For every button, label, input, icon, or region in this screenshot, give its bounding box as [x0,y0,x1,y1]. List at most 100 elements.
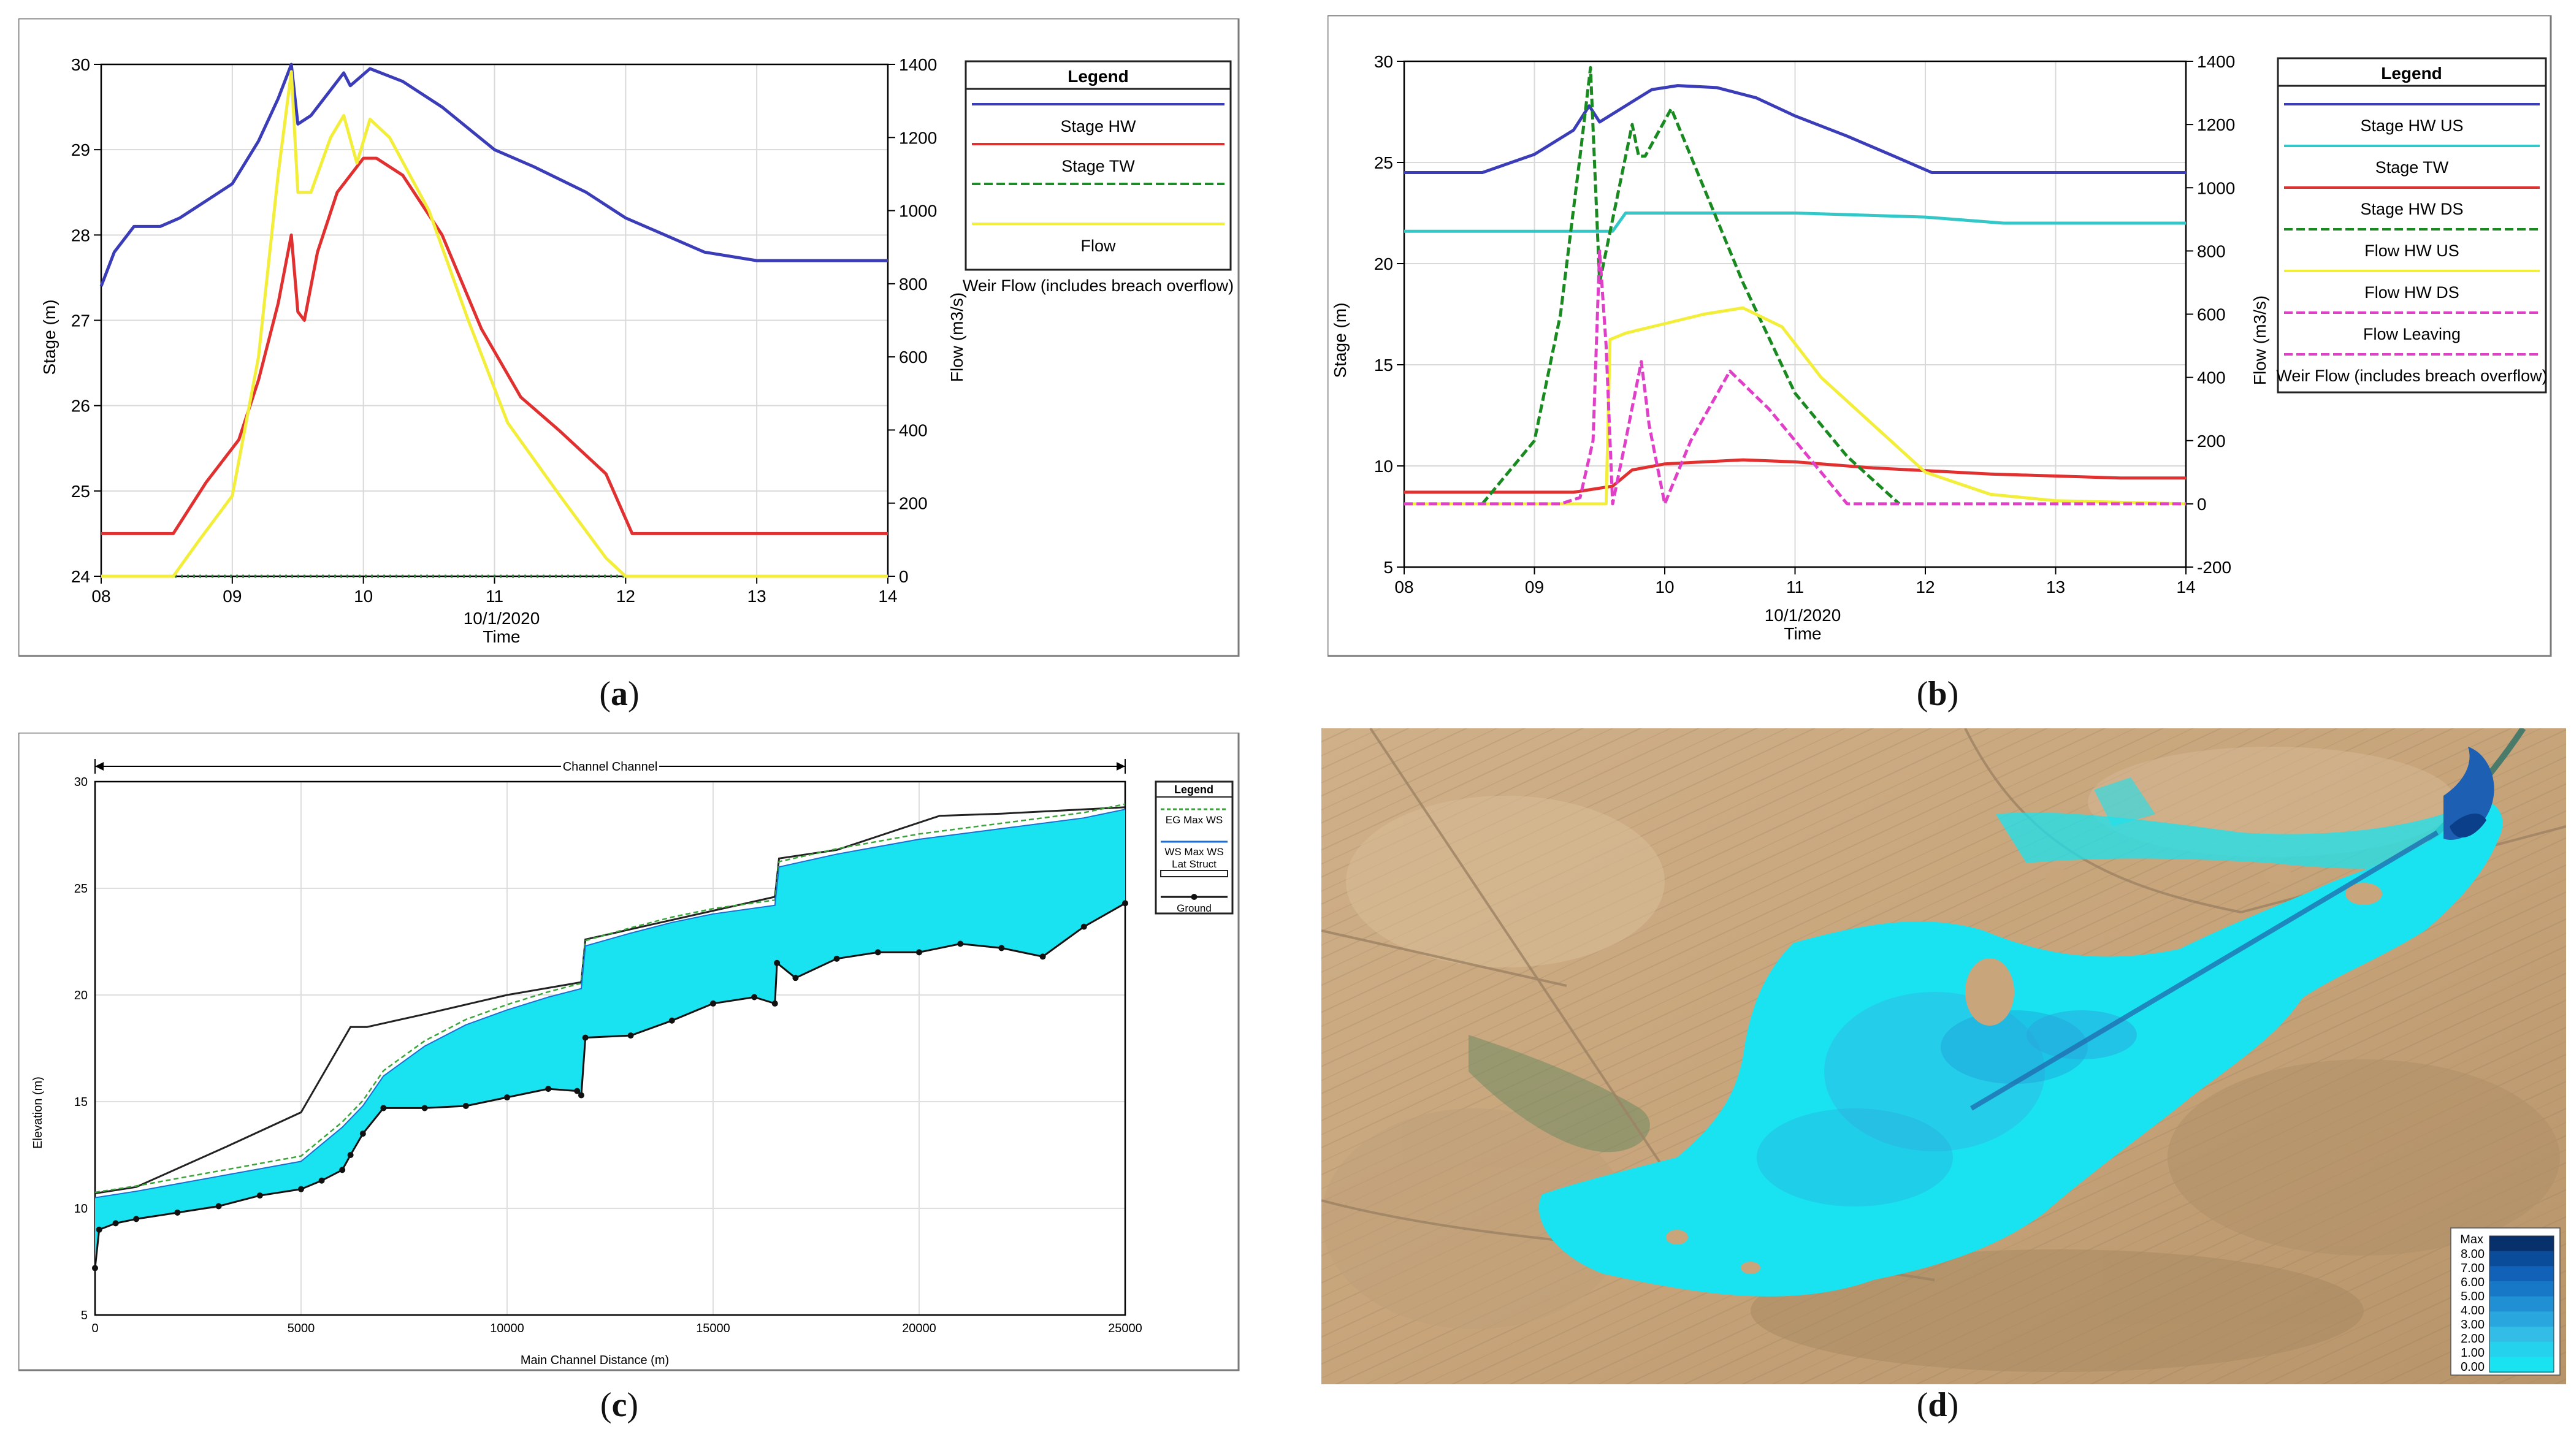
ground-point [92,1265,98,1271]
ground-point [792,975,799,981]
y-tick-label: 25 [1374,153,1393,172]
ground-point [771,1000,778,1007]
lat-struct-line [94,806,1126,1195]
x-tick-label: 11 [486,587,503,606]
ground-point [578,1092,584,1099]
ground-point [215,1203,222,1210]
legend-swatch [2489,1281,2554,1297]
y2-tick-label: 1000 [899,202,937,221]
range-arrow-head [1117,762,1125,771]
legend-label: Stage HW [1060,117,1136,135]
legend-swatch [1191,894,1198,900]
y-tick-label: 5 [1383,558,1393,577]
ground-point [133,1216,140,1222]
legend-swatch [1160,870,1228,877]
chart-c-ylabel: Elevation (m) [31,1077,45,1149]
series-line-flow-hw-us [1481,66,1901,505]
ground-point [916,949,922,956]
series-line-stage-hw-ds [1404,458,2186,494]
x-tick-label: 11 [1786,577,1804,597]
chart-b-y2label: Flow (m3/s) [2250,295,2269,385]
y2-tick-label: 1000 [2197,178,2235,197]
y-tick-label: 30 [74,776,88,789]
chart-b-legend: Legend Stage HW US Stage TW Stage HW DS Flo… [2276,57,2548,394]
legend-title: Legend [1068,67,1129,86]
y-tick-label: 24 [71,567,90,586]
y2-tick-label: 1400 [899,55,937,74]
y2-tick-label: 800 [899,275,928,294]
ground-point [751,994,758,1001]
y-tick-label: 28 [71,226,90,245]
ground-point [1122,900,1128,907]
ground-point [582,1034,589,1041]
flood-islands [1666,867,2382,1274]
legend-label: Ground [1177,902,1212,914]
x-tick-label: 14 [878,587,897,606]
legend-title: Legend [1174,783,1213,796]
y2-tick-label: 1400 [2197,52,2235,71]
plot-frame [1403,60,2187,568]
y2-tick-label: 600 [899,348,928,367]
y-tick-label: 25 [71,482,90,501]
ground-point [833,955,840,962]
series-line-flow-hw-ds [1404,306,2187,506]
chart-a-legend: Legend Stage HW Stage TW Flow Weir Flow (in… [963,60,1234,295]
legend-label: Lat Struct [1172,858,1217,870]
ground-point [1080,923,1087,930]
chart-a-ylabel: Stage (m) [40,300,59,375]
y-tick-label: 15 [74,1096,88,1109]
y2-tick-label: -200 [2197,558,2231,577]
x-tick-label: 10 [1655,577,1674,597]
chart-b-xlabel: Time [1784,624,1821,643]
legend-label: WS Max WS [1164,846,1223,858]
legend-label: 7.00 [2461,1262,2485,1275]
series-line-stage-hw [99,63,888,287]
ground-point [318,1177,325,1184]
y2-tick-label: 400 [2197,368,2226,387]
ground-point [174,1209,181,1216]
legend-label: Stage TW [1061,157,1135,175]
ground-point [1039,953,1046,960]
ground-point [421,1105,428,1111]
legend-label: 3.00 [2461,1318,2485,1332]
legend-swatch [2489,1251,2554,1267]
terrain-features [1321,747,2560,1372]
legend-swatch [2489,1327,2554,1343]
range-label: Channel Channel [563,760,658,774]
range-label-bg [561,759,659,774]
legend-title: Legend [2381,64,2442,83]
y2-tick-label: 1200 [2197,115,2235,134]
legend-label: Stage TW [2375,158,2449,177]
ground-point [957,940,964,947]
x-tick-label: 0 [91,1322,98,1335]
x-tick-label: 08 [1394,577,1413,597]
y2-tick-label: 1200 [899,128,937,147]
eg-line [94,803,1126,1194]
legend-swatch [2489,1266,2554,1282]
ground-point [359,1130,366,1137]
ground-point [462,1102,469,1109]
ground-point [112,1220,119,1227]
y-tick-label: 29 [71,140,90,159]
y-tick-label: 26 [71,397,90,416]
series-line-stage-hw-us [1404,84,2186,174]
ws-line [94,809,1126,1199]
water-area [95,809,1125,1268]
y-tick-label: 25 [74,882,88,896]
flood-map-panel-d: Max 8.007.006.005.004.003.002.001.000.00 [1321,728,2566,1384]
y2-tick-label: 200 [899,494,928,513]
ground-point [874,949,881,956]
x-tick-label: 5000 [288,1322,315,1335]
x-tick-label: 10 [354,587,373,606]
y-tick-label: 5 [81,1309,88,1322]
chart-panel-c: 0 5000 10000 15000 20000 25000 5 10 15 20 25 30 Chan… [18,733,1240,1371]
legend-label: Flow [1080,237,1116,255]
legend-label: 5.00 [2461,1290,2485,1303]
legend-label: Flow HW US [2364,242,2459,260]
caption-d: (d) [1916,1386,1959,1424]
x-tick-label: 09 [223,587,242,606]
legend-label: 6.00 [2461,1276,2485,1289]
x-tick-label: 12 [1916,577,1935,597]
legend-label: 4.00 [2461,1304,2485,1317]
